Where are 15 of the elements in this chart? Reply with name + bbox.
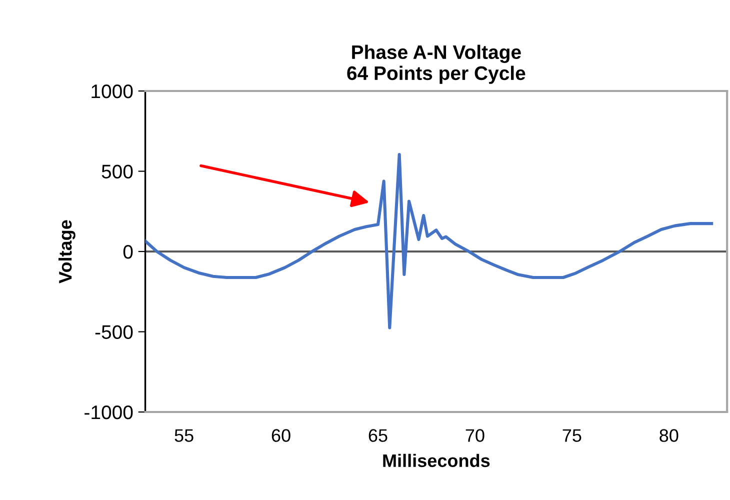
x-tick-label: 60 [272,429,290,442]
y-tick-label: 0 [123,244,133,259]
y-tick-label: 1000 [92,84,133,98]
chart-title: Phase A-N Voltage 64 Points per Cycle [347,44,526,84]
x-tick-label: 75 [562,429,582,442]
y-tick-label: -500 [95,325,133,339]
x-tick-label: 80 [660,429,678,442]
y-tick-label: -1000 [84,405,133,420]
y-axis-title: Voltage [58,220,76,284]
x-tick-label: 65 [368,429,388,442]
x-axis-title: Milliseconds [383,454,490,468]
y-tick-label: 500 [102,164,133,178]
x-tick-label: 70 [466,429,484,442]
x-tick-label: 55 [174,429,194,442]
line-series [145,153,714,330]
